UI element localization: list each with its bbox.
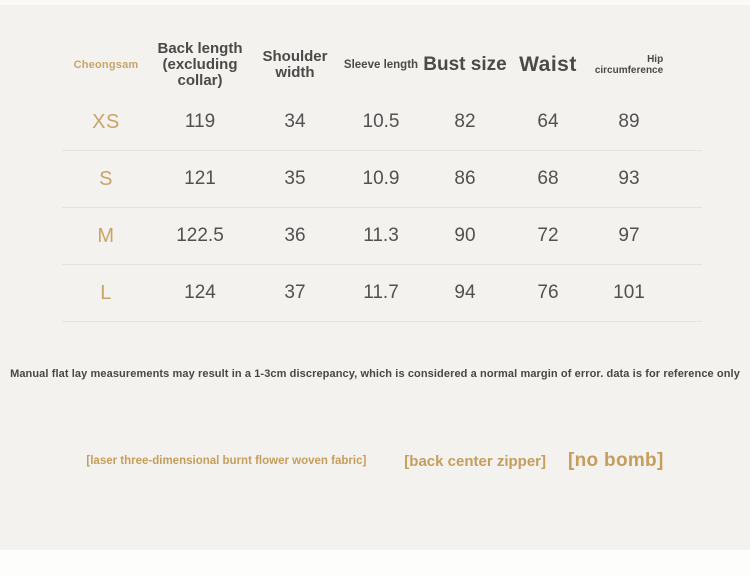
header-back-length-line: collar) <box>177 72 223 89</box>
cell-sleeve-length: 11.7 <box>363 282 399 303</box>
cell-waist: 64 <box>537 111 559 132</box>
cell-back-length: 122.5 <box>176 225 224 246</box>
measurement-disclaimer: Manual flat lay measurements may result … <box>10 368 740 380</box>
cell-waist: 68 <box>537 168 559 189</box>
cell-back-length: 124 <box>184 282 216 303</box>
header-waist: Waist <box>519 53 577 76</box>
size-label: M <box>97 224 115 247</box>
cell-sleeve-length: 10.9 <box>362 168 400 189</box>
table-header-row: Cheongsam Back length (excluding collar)… <box>62 36 702 94</box>
cell-bust-size: 94 <box>454 282 476 303</box>
header-hip-circumference: Hip circumference <box>588 54 702 77</box>
cell-back-length: 119 <box>184 111 216 132</box>
cell-bust-size: 82 <box>454 111 476 132</box>
header-sleeve-length: Sleeve length <box>343 59 419 71</box>
size-label: L <box>100 281 112 304</box>
cell-sleeve-length: 11.3 <box>363 225 399 246</box>
highlight-no-bomb-label: [no bomb] <box>568 450 664 471</box>
table-row-l: L 124 37 11.7 94 76 101 <box>62 265 702 322</box>
cell-hip-circumference: 93 <box>618 168 640 189</box>
cell-shoulder-width: 36 <box>284 225 306 246</box>
table-row-s: S 121 35 10.9 86 68 93 <box>62 151 702 208</box>
header-back-length-line: Back length <box>157 40 243 57</box>
highlight-zipper-label: [back center zipper] <box>404 452 547 470</box>
table-row-m: M 122.5 36 11.3 90 72 97 <box>62 208 702 265</box>
cell-waist: 76 <box>537 282 559 303</box>
highlight-fabric-label: [laser three-dimensional burnt flower wo… <box>86 455 367 467</box>
header-back-length-line: (excluding <box>162 56 238 73</box>
cell-shoulder-width: 34 <box>284 111 306 132</box>
feature-highlights: [laser three-dimensional burnt flower wo… <box>0 448 750 474</box>
top-edge-strip <box>0 0 750 5</box>
header-hip-line: circumference <box>594 65 664 76</box>
cell-back-length: 121 <box>184 168 216 189</box>
cell-waist: 72 <box>537 225 559 246</box>
header-bust-size: Bust size <box>423 54 507 75</box>
header-shoulder-width: Shoulder width <box>250 49 340 81</box>
header-shoulder-width-line: width <box>275 64 315 81</box>
cell-bust-size: 86 <box>454 168 476 189</box>
header-product-label: Cheongsam <box>73 59 139 71</box>
header-shoulder-width-line: Shoulder <box>262 48 328 65</box>
cell-hip-circumference: 97 <box>618 225 640 246</box>
cell-sleeve-length: 10.5 <box>362 111 400 132</box>
cell-shoulder-width: 35 <box>284 168 306 189</box>
bottom-edge-strip <box>0 550 750 576</box>
cell-hip-circumference: 89 <box>618 111 640 132</box>
header-hip-line: Hip <box>647 53 664 65</box>
cell-hip-circumference: 101 <box>613 282 645 303</box>
size-label: S <box>99 167 113 190</box>
cell-shoulder-width: 37 <box>284 282 306 303</box>
cell-bust-size: 90 <box>454 225 476 246</box>
header-back-length: Back length (excluding collar) <box>150 41 250 89</box>
size-label: XS <box>92 110 120 133</box>
size-chart-table: Cheongsam Back length (excluding collar)… <box>62 36 702 322</box>
table-row-xs: XS 119 34 10.5 82 64 89 <box>62 94 702 151</box>
